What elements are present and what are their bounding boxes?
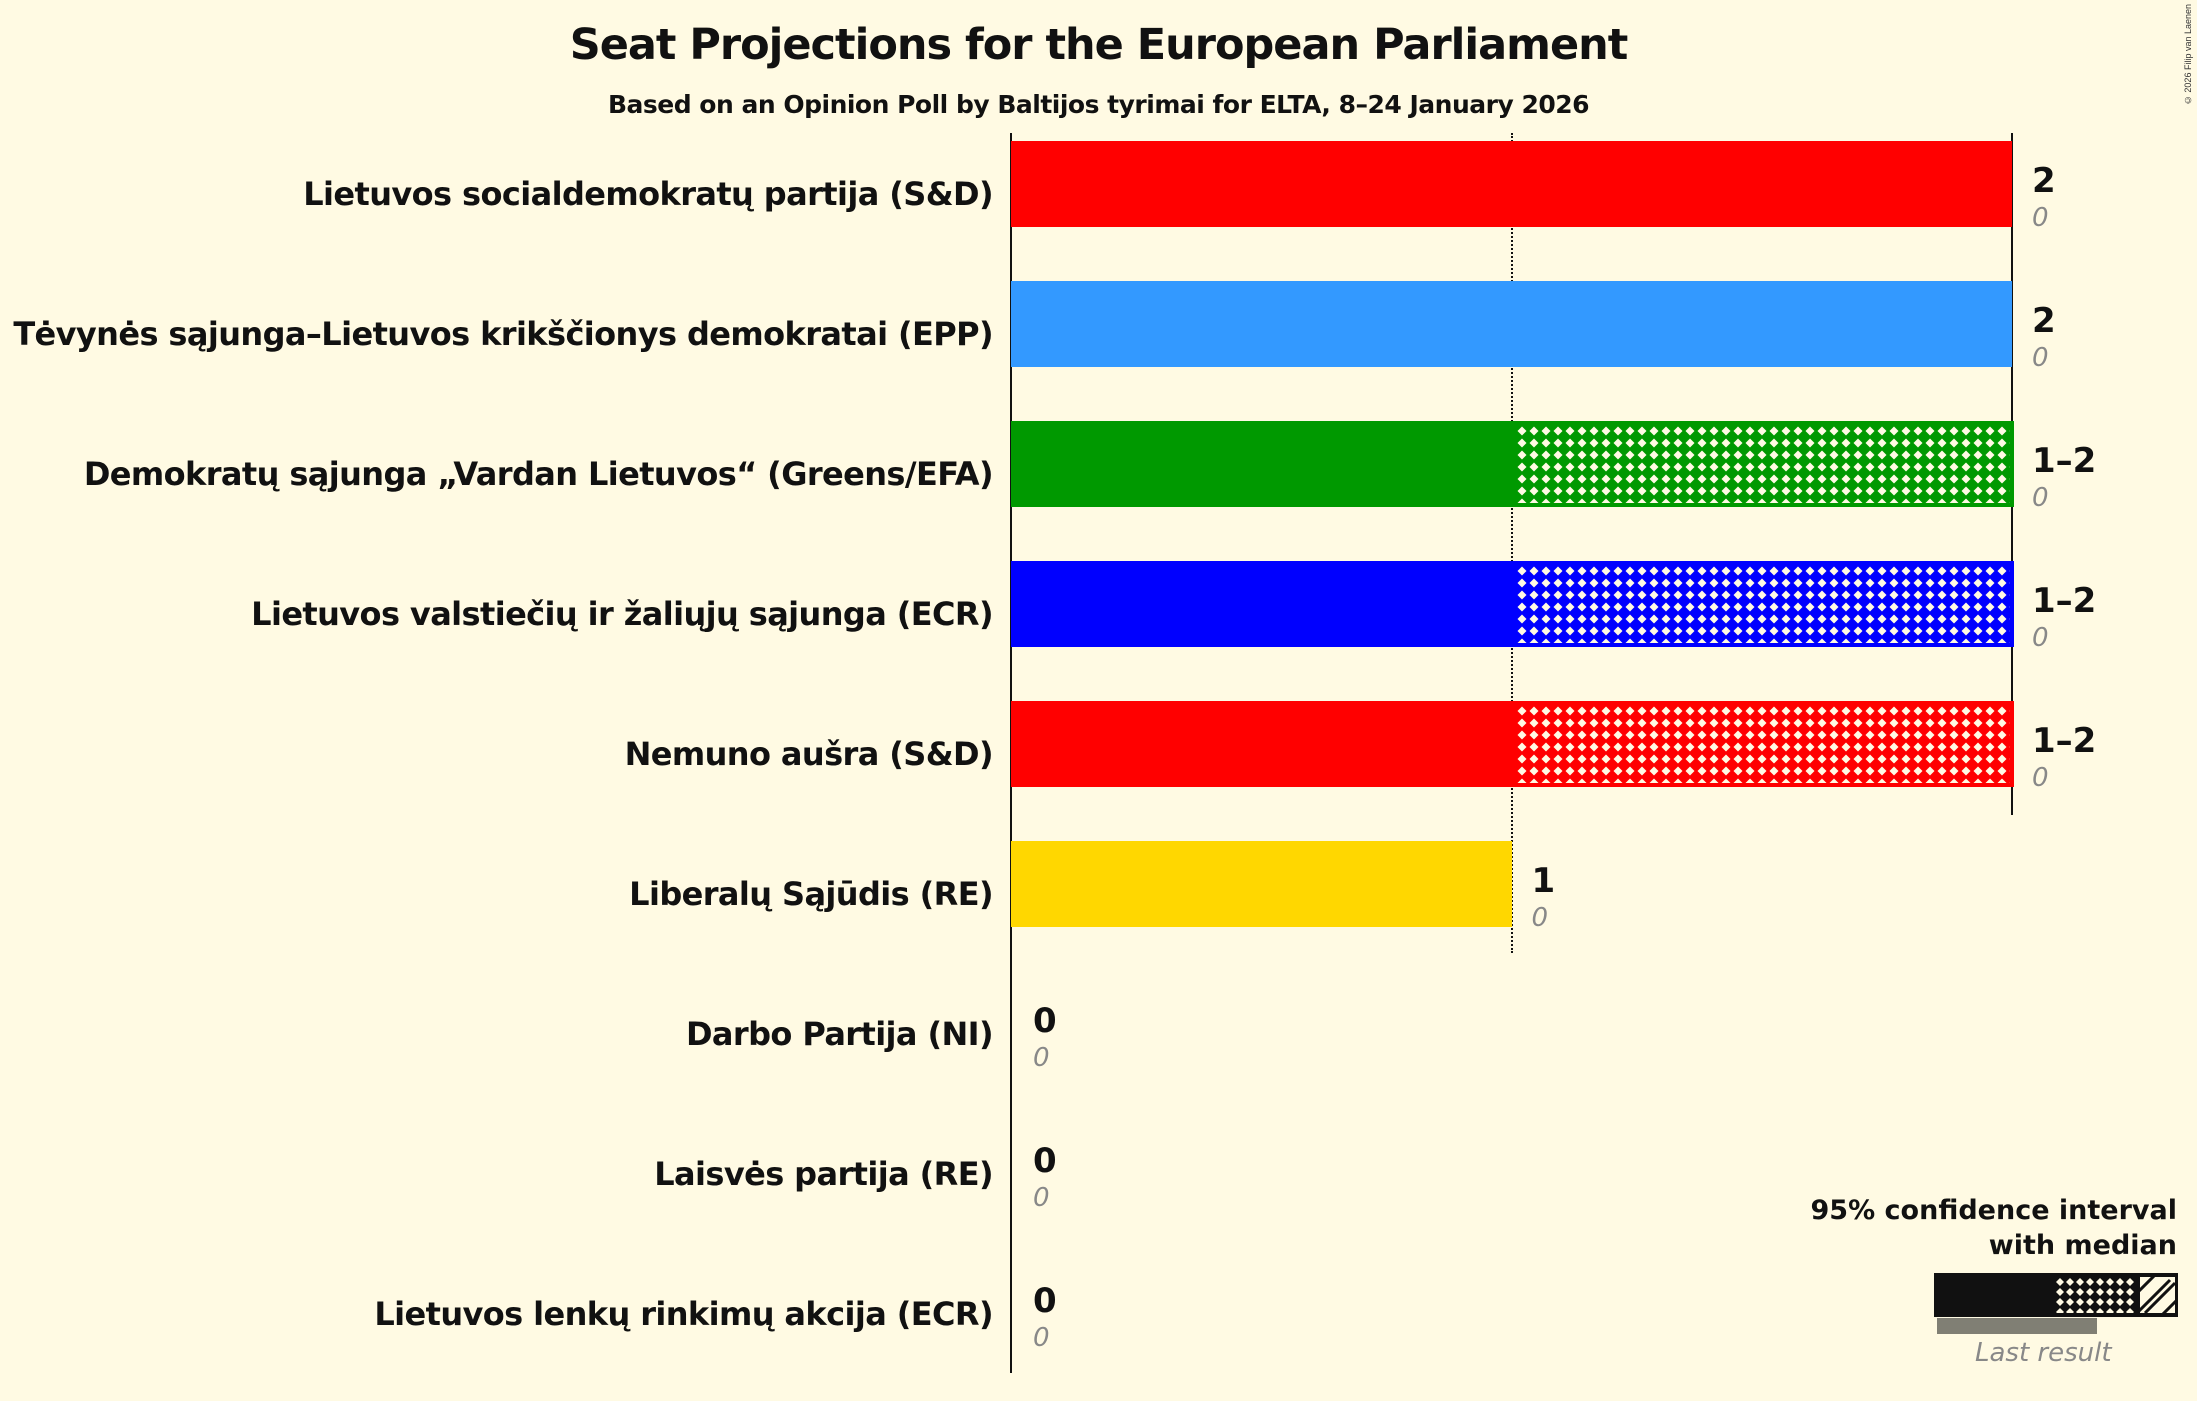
legend-diagonal-swatch [2140,1277,2175,1313]
seat-range-value: 1–2 [2032,581,2097,621]
legend-last-result-label: Last result [1975,1338,2112,1368]
seat-range-value: 1 [1531,861,1556,901]
party-label: Lietuvos lenkų rinkimų akcija (ECR) [374,1295,993,1333]
seat-range-value: 0 [1033,1141,1057,1181]
last-result-value: 0 [2032,763,2049,793]
last-result-value: 0 [2032,343,2049,373]
party-row: Demokratų sąjunga „Vardan Lietuvos“ (Gre… [0,421,2197,561]
bar-ci-hatch-segment [1511,701,2014,787]
seat-range-value: 2 [2032,161,2056,201]
seat-range-value: 2 [2032,301,2056,341]
party-row: Liberalų Sąjūdis (RE) 1 0 [0,841,2197,981]
seat-range-value: 1–2 [2032,441,2097,481]
seat-range-value: 0 [1033,1001,1057,1041]
legend-crosshatch-swatch [2055,1277,2134,1313]
party-row: Lietuvos valstiečių ir žaliųjų sąjunga (… [0,561,2197,701]
bar-median-segment [1011,421,1512,507]
chart-subtitle: Based on an Opinion Poll by Baltijos tyr… [607,90,1590,119]
party-row: Nemuno aušra (S&D) 1–2 0 [0,701,2197,841]
party-label: Lietuvos valstiečių ir žaliųjų sąjunga (… [251,595,993,633]
legend-title-line2: with median [1988,1230,2177,1261]
party-row: Darbo Partija (NI) 0 0 [0,981,2197,1121]
party-label: Darbo Partija (NI) [685,1015,994,1053]
party-row: Lietuvos socialdemokratų partija (S&D) 2 0 [0,141,2197,281]
copyright-note: © 2026 Filip van Laenen [2183,4,2193,106]
legend-title: 95% confidence interval with median [1811,1193,2177,1263]
seat-range-value: 0 [1033,1281,1057,1321]
seat-bar [1011,281,2014,367]
seat-bar [1011,561,2014,647]
party-row: Lietuvos lenkų rinkimų akcija (ECR) 0 0 [0,1261,2197,1401]
bar-median-segment [1011,281,2012,367]
party-label: Lietuvos socialdemokratų partija (S&D) [303,175,993,213]
seat-bar [1011,141,2014,227]
bar-median-segment [1011,141,2012,227]
last-result-value: 0 [1531,903,1549,933]
party-label: Laisvės partija (RE) [654,1155,993,1193]
one-seat-gridline [1511,133,1513,953]
legend-last-result-bar [1937,1318,2097,1334]
bar-median-segment [1011,561,1512,647]
party-row: Tėvynės sąjunga–Lietuvos krikščionys dem… [0,281,2197,421]
bar-median-segment [1011,701,1512,787]
party-row: Laisvės partija (RE) 0 0 [0,1121,2197,1261]
party-label: Nemuno aušra (S&D) [624,735,994,773]
seat-bar [1011,701,2014,787]
legend-title-line1: 95% confidence interval [1810,1195,2177,1226]
seat-bar [1011,421,2014,507]
party-label: Demokratų sąjunga „Vardan Lietuvos“ (Gre… [83,455,994,493]
party-label: Tėvynės sąjunga–Lietuvos krikščionys dem… [13,315,993,353]
last-result-value: 0 [2032,483,2049,513]
chart-title: Seat Projections for the European Parlia… [569,20,1629,70]
seat-range-value: 1–2 [2032,721,2097,761]
bar-ci-hatch-segment [1511,561,2014,647]
last-result-value: 0 [1033,1323,1050,1353]
last-result-value: 0 [1033,1043,1050,1073]
party-label: Liberalų Sąjūdis (RE) [629,875,993,913]
last-result-value: 0 [1033,1183,1050,1213]
last-result-value: 0 [2032,203,2049,233]
bar-median-segment [1011,841,1512,927]
bar-ci-hatch-segment [1511,421,2014,507]
seat-bar [1011,841,1514,927]
last-result-value: 0 [2032,623,2049,653]
